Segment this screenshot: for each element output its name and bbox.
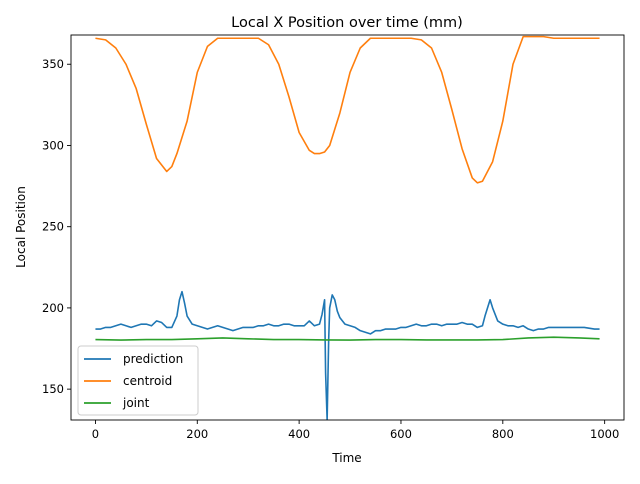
x-tick-label: 400 [288,427,310,441]
legend-label-prediction: prediction [123,352,183,366]
y-tick-label: 300 [42,138,64,152]
series-line-joint [95,336,600,341]
series-group [95,35,600,420]
legend-label-centroid: centroid [123,374,172,388]
x-tick-label: 200 [186,427,208,441]
series-line-centroid [95,35,600,184]
y-tick-label: 250 [42,220,64,234]
y-tick-label: 200 [42,301,64,315]
x-tick-label: 800 [492,427,514,441]
legend-box [77,345,199,416]
x-axis-label: Time [331,451,361,465]
x-tick-label: 0 [92,427,99,441]
y-tick-label: 350 [42,57,64,71]
y-axis: 150 200 250 300 350 [42,57,71,396]
chart-title: Local X Position over time (mm) [231,15,463,31]
legend-label-joint: joint [122,396,150,410]
plot-frame [70,34,625,421]
legend: prediction centroid joint [77,345,199,416]
x-tick-label: 600 [390,427,412,441]
x-axis: 0 200 400 600 800 1000 [92,420,619,441]
series-line-prediction [95,290,600,420]
plot-area [70,34,625,421]
y-axis-label: Local Position [14,186,28,268]
x-tick-label: 1000 [590,427,619,441]
y-tick-label: 150 [42,382,64,396]
